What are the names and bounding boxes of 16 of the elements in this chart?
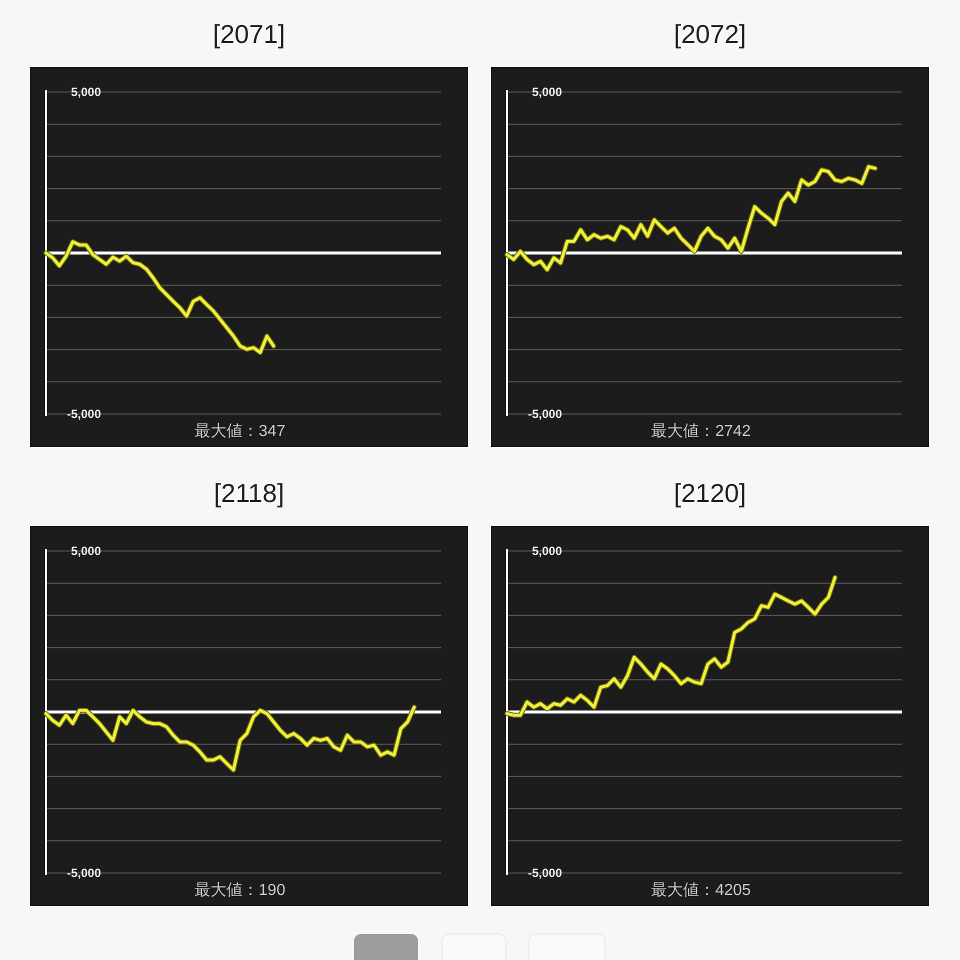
y-tick-label: 5,000 [70, 544, 102, 558]
text: 最大値：4205 [651, 881, 751, 899]
y-tick-label: 5,000 [70, 85, 102, 99]
y-tick-label: -5,000 [528, 866, 562, 880]
chart-title: [2072] [674, 19, 746, 49]
text: 最大値：190 [194, 881, 286, 899]
y-tick-label: 5,000 [532, 544, 562, 558]
chart-title: [2120] [674, 478, 746, 508]
y-tick-label: -5,000 [66, 407, 102, 421]
text: 最大値：2742 [651, 422, 751, 440]
chart-title: [2118] [214, 478, 284, 508]
text: 最大値：347 [194, 422, 286, 440]
y-tick-label: -5,000 [66, 866, 102, 880]
y-tick-label: -5,000 [528, 407, 562, 421]
y-tick-label: 5,000 [532, 85, 562, 99]
chart-title: [2071] [212, 19, 286, 49]
